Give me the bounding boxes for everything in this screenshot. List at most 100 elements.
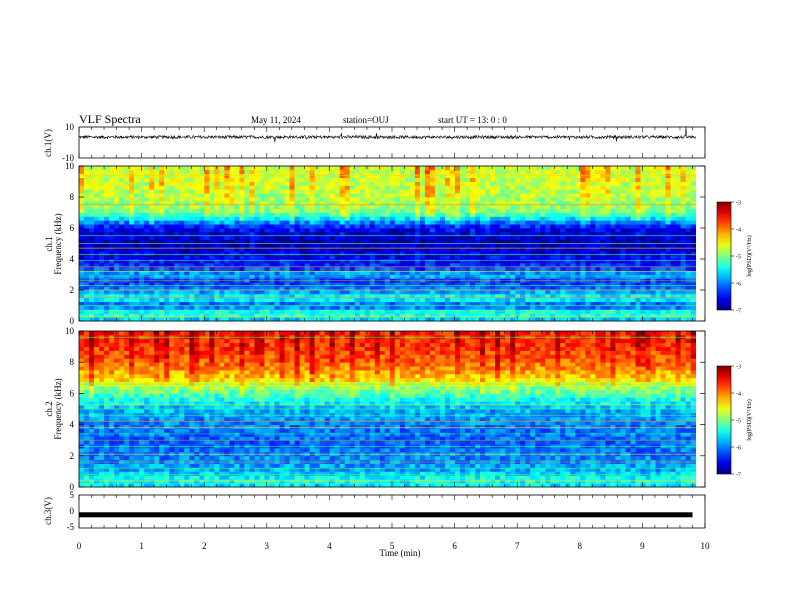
spectrogram-cell (344, 166, 351, 171)
spectrogram-cell (449, 173, 456, 179)
spectrogram-cell (650, 224, 656, 229)
spectrogram-cell (465, 313, 471, 318)
spectrogram-cell (199, 177, 205, 182)
spectrogram-cell (279, 262, 285, 268)
spectrogram-cell (610, 204, 616, 210)
spectrogram-cell (485, 313, 491, 318)
spectrogram-cell (685, 204, 691, 210)
spectrogram-cell (480, 251, 486, 256)
spectrogram-cell (294, 305, 300, 310)
spectrogram-cell (414, 216, 421, 221)
spectrogram-cell (475, 220, 481, 225)
spectrogram-cell (369, 224, 376, 229)
spectrogram-cell (219, 212, 225, 217)
spectrogram-cell (575, 204, 581, 210)
spectrogram-cell (570, 266, 576, 272)
spectrogram-cell (109, 286, 115, 291)
spectrogram-cell (439, 181, 446, 186)
spectrogram-cell (99, 313, 105, 318)
spectrogram-cell (344, 208, 351, 213)
spectrogram-cell (319, 204, 326, 210)
spectrogram-cell (540, 220, 546, 225)
spectrogram-cell (254, 235, 260, 241)
spectrogram-cell (184, 286, 190, 291)
spectrogram-cell (409, 208, 416, 213)
spectrogram-cell (630, 185, 636, 190)
spectrogram-cell (199, 247, 205, 252)
spectrogram-cell (630, 290, 636, 295)
spectrogram-cell (214, 251, 220, 256)
spectrogram-cell (289, 197, 295, 202)
spectrogram-cell (580, 220, 586, 225)
spectrogram-cell (505, 270, 511, 275)
spectrogram-cell (169, 173, 175, 179)
spectrogram-cell (675, 193, 681, 198)
spectrogram-cell (690, 251, 697, 256)
spectrogram-cell (114, 200, 120, 206)
spectrogram-cell (655, 169, 661, 175)
spectrogram-cell (119, 181, 125, 186)
spectrogram-cell (194, 189, 200, 194)
spectrogram-cell (555, 224, 561, 229)
spectrogram-cell (279, 193, 285, 198)
spectrogram-cell (625, 286, 631, 291)
spectrogram-cell (369, 220, 376, 225)
spectrogram-cell (444, 220, 451, 225)
spectrogram-cell (264, 193, 270, 198)
spectrogram-cell (575, 313, 581, 318)
spectrogram-cell (344, 282, 351, 287)
spectrogram-cell (384, 247, 391, 252)
spectrogram-cell (615, 290, 621, 295)
spectrogram-cell (459, 224, 466, 229)
spectrogram-cell (570, 270, 576, 275)
spectrogram-cell (510, 247, 516, 252)
spectrogram-cell (174, 259, 180, 264)
spectrogram-cell (675, 286, 681, 291)
spectrogram-cell (610, 259, 616, 264)
spectrogram-cell (369, 239, 376, 244)
spectrogram-cell (475, 266, 481, 272)
spectrogram-cell (550, 305, 556, 310)
spectrogram-cell (94, 185, 100, 190)
spectrogram-cell (470, 259, 476, 264)
spectrogram-cell (144, 169, 150, 175)
spectrogram-cell (139, 305, 145, 310)
spectrogram-cell (309, 177, 316, 182)
spectrogram-cell (259, 266, 265, 272)
spectrogram-cell (680, 274, 686, 279)
spectrogram-cell (620, 239, 626, 244)
spectrogram-cell (625, 181, 631, 186)
spectrogram-cell (224, 301, 230, 306)
spectrogram-cell (169, 270, 175, 275)
spectrogram-cell (379, 259, 386, 264)
spectrogram-cell (94, 181, 100, 186)
spectrogram-cell (465, 173, 471, 179)
spectrogram-cell (595, 247, 601, 252)
spectrogram-cell (645, 282, 651, 287)
spectrogram-cell (520, 166, 526, 171)
spectrogram-cell (545, 305, 551, 310)
spectrogram-cell (675, 235, 681, 241)
spectrogram-cell (409, 282, 416, 287)
spectrogram-cell (590, 255, 596, 260)
spectrogram-cell (194, 239, 200, 244)
spectrogram-cell (655, 193, 661, 198)
spectrogram-cell (530, 286, 536, 291)
spectrogram-cell (99, 251, 105, 256)
spectrogram-cell (139, 177, 145, 182)
spectrogram-cell (214, 317, 220, 322)
spectrogram-cell (419, 290, 426, 295)
spectrogram-cell (485, 216, 491, 221)
spectrogram-cell (590, 293, 596, 299)
spectrogram-cell (114, 243, 120, 248)
spectrogram-cell (154, 166, 160, 171)
spectrogram-cell (349, 251, 356, 256)
spectrogram-cell (595, 204, 601, 210)
spectrogram-cell (374, 200, 381, 206)
spectrogram-cell (184, 297, 190, 303)
spectrogram-cell (194, 169, 200, 175)
spectrogram-cell (515, 197, 521, 202)
spectrogram-cell (329, 255, 336, 260)
spectrogram-cell (119, 216, 125, 221)
spectrogram-cell (94, 197, 100, 202)
